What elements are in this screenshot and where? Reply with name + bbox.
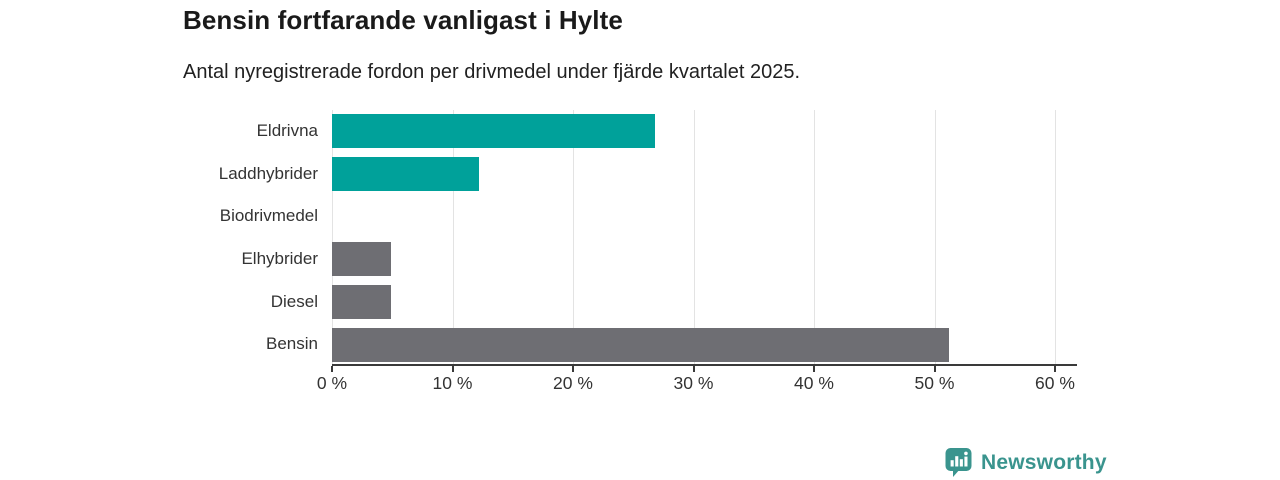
x-axis-tick-label: 30 %	[673, 373, 714, 393]
category-labels: Eldrivna Laddhybrider Biodrivmedel Elhybrid…	[0, 110, 318, 366]
newsworthy-brand-text: Newsworthy	[981, 450, 1107, 474]
bar-laddhybrider	[332, 157, 479, 191]
category-label: Bensin	[266, 334, 318, 354]
x-axis-tick	[1054, 366, 1056, 372]
category-label: Elhybrider	[241, 249, 318, 268]
category-label: Diesel	[270, 291, 318, 311]
gridline	[693, 110, 695, 366]
category-label: Eldrivna	[256, 121, 318, 140]
newsworthy-logo-icon	[945, 448, 972, 477]
gridline	[332, 110, 333, 366]
x-axis-tick-label: 40 %	[794, 373, 834, 393]
x-axis-tick	[572, 366, 574, 372]
x-axis-tick-label: 10 %	[432, 373, 473, 393]
category-label: Biodrivmedel	[219, 206, 318, 226]
bar-bensin	[332, 327, 949, 362]
bar-eldrivna	[332, 114, 655, 149]
x-axis-tick	[692, 366, 695, 372]
bar-elhybrider	[332, 242, 392, 277]
x-axis-tick-label: 20 %	[553, 373, 593, 393]
gridline	[1055, 110, 1056, 366]
category-label: Laddhybrider	[218, 163, 318, 183]
x-axis-tick-label: 60 %	[1035, 373, 1075, 393]
gridline	[573, 110, 574, 366]
newsworthy-logo: Newsworthy	[944, 447, 1107, 478]
x-axis-line	[332, 364, 1077, 366]
x-axis-tick-label: 50 %	[914, 373, 955, 393]
gridline	[934, 110, 936, 366]
plot-area	[332, 110, 1056, 366]
gridline	[452, 110, 454, 366]
x-axis-tick	[331, 366, 333, 372]
page-title: Bensin fortfarande vanligast i Hylte	[183, 5, 623, 35]
x-axis-tick	[451, 366, 454, 372]
gridline	[814, 110, 815, 366]
chart-subtitle: Antal nyregistrerade fordon per drivmede…	[183, 61, 801, 83]
x-axis-tick	[813, 366, 815, 372]
bar-diesel	[332, 285, 392, 319]
x-axis-tick	[933, 366, 936, 372]
x-axis-tick-label: 0 %	[316, 373, 348, 393]
